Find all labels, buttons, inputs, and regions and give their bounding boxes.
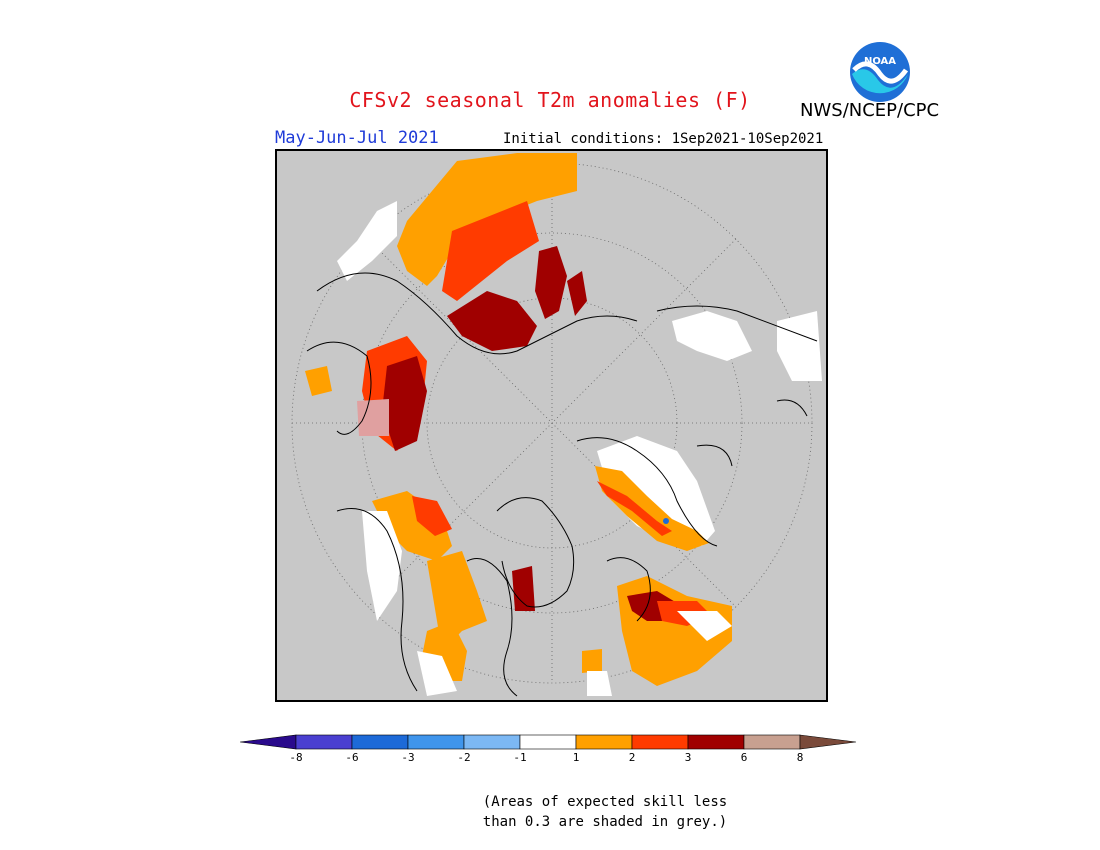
colorbar-tick-label: 3 <box>685 751 692 764</box>
colorbar-bin <box>743 734 801 750</box>
logo-text: NOAA <box>864 56 896 67</box>
colorbar-tick-label: -3 <box>401 751 414 764</box>
skill-note: (Areas of expected skill less than 0.3 a… <box>440 792 770 832</box>
colorbar-tick-label: -2 <box>457 751 470 764</box>
initial-conditions-label: Initial conditions: 1Sep2021-10Sep2021 <box>503 131 824 147</box>
marker-point <box>663 518 669 524</box>
anomaly-region-europe <box>362 491 535 696</box>
skill-note-line2: than 0.3 are shaded in grey.) <box>482 814 728 830</box>
colorbar-bin <box>407 734 465 750</box>
longitude-lines <box>292 163 812 683</box>
colorbar-tick-label: 2 <box>629 751 636 764</box>
colorbar-bin <box>687 734 745 750</box>
map-panel <box>275 149 828 702</box>
colorbar-tick-label: 6 <box>741 751 748 764</box>
period-label: May-Jun-Jul 2021 <box>275 128 439 148</box>
noaa-logo: NOAA <box>848 40 912 104</box>
colorbar-tick-label: 8 <box>797 751 804 764</box>
colorbar-arrow-low <box>239 734 297 750</box>
colorbar-bin <box>519 734 577 750</box>
anomaly-region-greenland <box>582 436 732 696</box>
colorbar-tick-label: -1 <box>513 751 526 764</box>
polar-map <box>291 153 822 697</box>
colorbar-tick-label: 1 <box>573 751 580 764</box>
anomaly-region-north-america <box>672 311 822 381</box>
chart-title: CFSv2 seasonal T2m anomalies (F) <box>349 88 751 112</box>
colorbar-tick-label: -6 <box>345 751 358 764</box>
colorbar-bin <box>575 734 633 750</box>
colorbar-svg: -8 -6 -3 -2 -1 1 2 3 6 8 <box>239 734 857 764</box>
colorbar-legend: -8 -6 -3 -2 -1 1 2 3 6 8 <box>239 733 860 777</box>
anomaly-region-siberia <box>305 153 587 451</box>
coastlines <box>306 272 818 697</box>
colorbar-bin <box>295 734 353 750</box>
organization-label: NWS/NCEP/CPC <box>800 100 940 121</box>
colorbar-tick-label: -8 <box>289 751 302 764</box>
colorbar-bin <box>351 734 409 750</box>
skill-note-line1: (Areas of expected skill less <box>482 794 728 810</box>
colorbar-bin <box>463 734 521 750</box>
colorbar-bin <box>631 734 689 750</box>
colorbar-arrow-high <box>799 734 857 750</box>
